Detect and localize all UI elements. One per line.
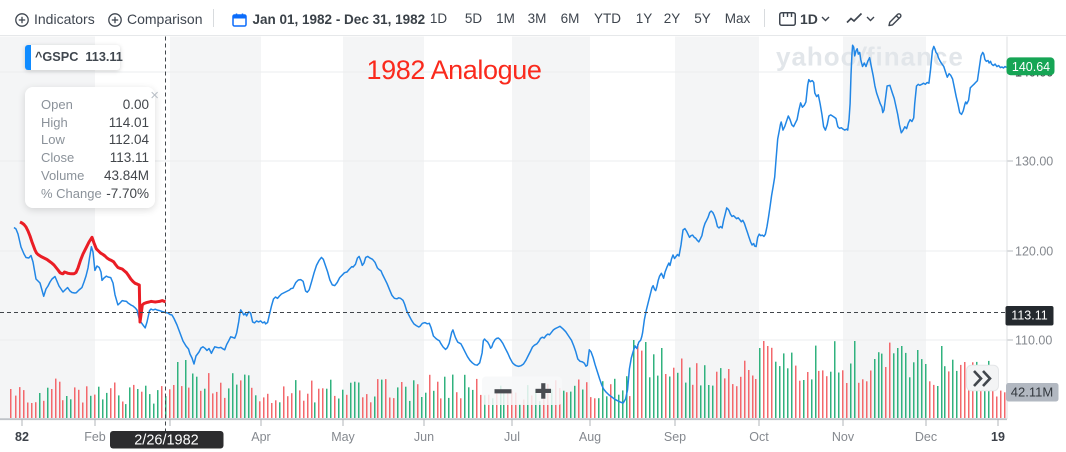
svg-text:Apr: Apr xyxy=(251,430,270,444)
svg-text:Aug: Aug xyxy=(579,430,601,444)
svg-text:140.64: 140.64 xyxy=(1012,60,1050,74)
svg-text:2/26/1982: 2/26/1982 xyxy=(134,433,199,449)
svg-text:1982 Analogue: 1982 Analogue xyxy=(367,55,542,85)
svg-text:110.00: 110.00 xyxy=(1015,334,1052,348)
svg-text:82: 82 xyxy=(15,430,29,444)
svg-text:Nov: Nov xyxy=(832,430,855,444)
svg-text:Jun: Jun xyxy=(414,430,434,444)
svg-text:Jul: Jul xyxy=(504,430,520,444)
svg-text:Dec: Dec xyxy=(915,430,937,444)
svg-text:130.00: 130.00 xyxy=(1015,155,1053,169)
svg-text:May: May xyxy=(331,430,355,444)
svg-text:120.00: 120.00 xyxy=(1015,245,1053,259)
svg-text:Oct: Oct xyxy=(749,430,769,444)
svg-text:42.11M: 42.11M xyxy=(1011,385,1053,400)
svg-text:Feb: Feb xyxy=(84,430,106,444)
svg-text:yahoo/finance: yahoo/finance xyxy=(776,42,964,72)
svg-text:19: 19 xyxy=(991,430,1005,444)
svg-text:Sep: Sep xyxy=(664,430,686,444)
svg-text:113.11: 113.11 xyxy=(1011,309,1047,323)
